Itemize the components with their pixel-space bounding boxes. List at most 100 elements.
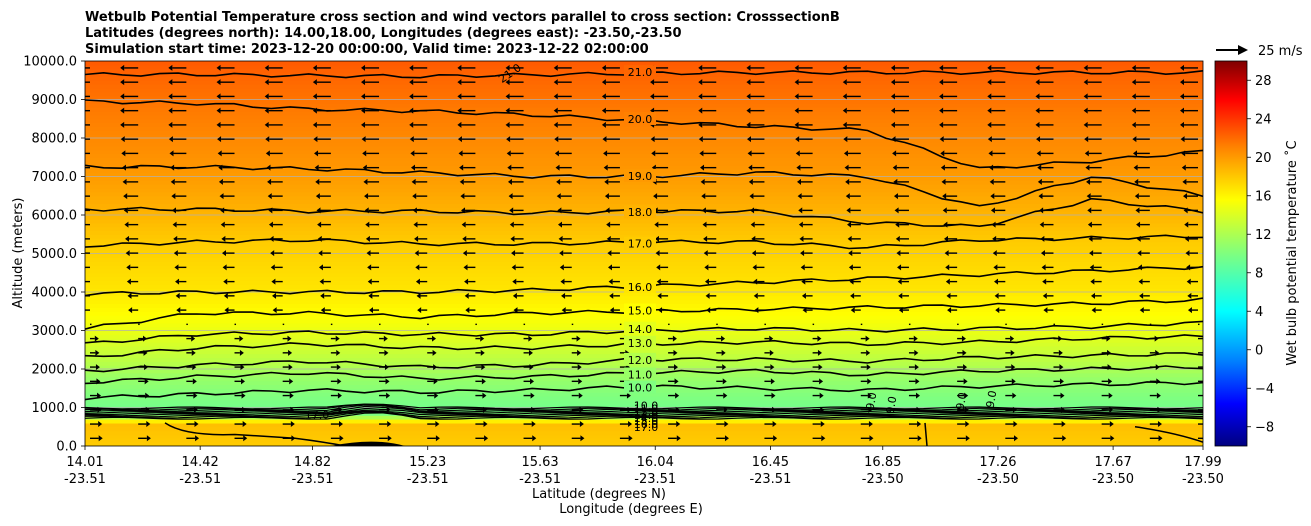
wind-vector-head <box>314 150 319 157</box>
colorbar-tick-label: 20 <box>1255 151 1272 166</box>
fill-band <box>85 76 1203 81</box>
wind-vector-head <box>654 221 659 228</box>
wind-vector-head <box>656 278 661 285</box>
wind-vector-head <box>849 278 854 285</box>
wind-vector-head <box>796 164 801 171</box>
contour-label: 16.0 <box>628 281 653 294</box>
fill-band <box>85 249 1203 255</box>
wind-vector-head <box>1088 235 1093 242</box>
wind-vector-head <box>387 421 392 428</box>
contour-label: 20.0 <box>628 113 653 126</box>
wind-vector-head <box>990 193 995 200</box>
wind-vector-head <box>964 392 969 399</box>
wind-vector-head <box>168 136 173 143</box>
wind-vector-head <box>409 93 414 100</box>
wind-vector-head <box>216 107 221 114</box>
wind-vector-head <box>604 178 609 185</box>
wind-vector-head <box>842 121 847 128</box>
wind-vector-head <box>748 164 753 171</box>
wind-vector-head <box>797 193 802 200</box>
wind-vector-head <box>1183 207 1188 214</box>
wind-vector-head <box>850 292 855 299</box>
wind-vector-head <box>747 150 752 157</box>
wind-vector-head <box>892 164 897 171</box>
fill-band <box>85 164 1203 170</box>
wind-vector-head <box>1156 378 1161 385</box>
wind-vector-head <box>123 193 128 200</box>
wind-vector-head <box>1187 307 1192 314</box>
wind-vector-head <box>312 107 317 114</box>
x-tick-lat: 17.67 <box>1095 455 1132 470</box>
wind-vector-head <box>320 307 325 314</box>
wind-vector-head <box>1042 292 1047 299</box>
contour-label: 15.0 <box>628 304 653 317</box>
wind-vector-head <box>320 292 325 299</box>
wind-vector-head <box>315 178 320 185</box>
fill-band <box>85 138 1203 143</box>
wind-vector-head <box>457 64 462 71</box>
wind-vector-head <box>820 406 825 413</box>
wind-vector-head <box>987 79 992 86</box>
wind-vector-head <box>1106 335 1111 342</box>
wind-vector-head <box>264 79 269 86</box>
wind-vector-head <box>1037 178 1042 185</box>
wind-vector-head <box>221 235 226 242</box>
wind-vector-head <box>509 221 514 228</box>
wind-vectors <box>77 64 1203 442</box>
wind-vector-head <box>265 150 270 157</box>
wind-vector-head <box>802 307 807 314</box>
wind-vector-head <box>318 250 323 257</box>
wind-vector-head <box>675 392 680 399</box>
wind-vector-head <box>896 250 901 257</box>
fill-band <box>85 442 1203 446</box>
x-tick-lat: 17.99 <box>1184 455 1221 470</box>
wind-vector-head <box>657 292 662 299</box>
chart-title: Wetbulb Potential Temperature cross sect… <box>85 10 840 57</box>
wind-vector-head <box>964 406 969 413</box>
wind-vector-head <box>77 250 81 256</box>
contour-label-bg <box>624 205 656 219</box>
wind-vector-head <box>1036 136 1041 143</box>
inversion-contour-label: 17.0 <box>634 421 659 434</box>
wind-vector-head <box>561 292 566 299</box>
wind-vector-head <box>676 435 681 442</box>
wind-vector-head <box>1083 93 1088 100</box>
fill-band <box>85 145 1203 151</box>
fill-band <box>85 318 1203 324</box>
contour-label-bg <box>624 335 656 349</box>
wind-vector-head <box>216 121 221 128</box>
wind-vector-head <box>316 207 321 214</box>
inversion-contour-label: 12.0 <box>634 406 659 419</box>
wind-vector-head <box>1087 221 1092 228</box>
wind-vector-head <box>1185 250 1190 257</box>
wind-vector-head <box>890 64 895 71</box>
wind-vector-head <box>411 164 416 171</box>
wind-vector-head <box>242 421 247 428</box>
wind-vector-head <box>842 79 847 86</box>
wind-vector-head <box>318 264 323 271</box>
wind-vector-head <box>367 278 372 285</box>
wind-vector-head <box>506 150 511 157</box>
wind-vector-head <box>312 93 317 100</box>
fill-band <box>85 199 1203 205</box>
wind-vector-head <box>457 93 462 100</box>
wind-vector-head <box>897 264 902 271</box>
x-tick-lon: -23.51 <box>407 472 449 487</box>
extra-contour-label: 9.0 <box>884 395 900 414</box>
wind-vector-head <box>511 264 516 271</box>
wind-vector-head <box>94 335 99 342</box>
fill-band <box>85 99 1203 104</box>
wind-vector-head <box>700 164 705 171</box>
wind-vector-head <box>77 236 81 242</box>
wind-vector-head <box>1187 292 1192 299</box>
wind-vector-head <box>992 250 997 257</box>
wind-vector-head <box>842 93 847 100</box>
fill-band <box>85 257 1203 262</box>
wind-vector-head <box>172 221 177 228</box>
wind-vector-head <box>845 178 850 185</box>
wind-vector-head <box>268 207 273 214</box>
wind-vector-head <box>753 278 758 285</box>
y-axis-ticks: 0.0 1000.0 2000.0 3000.0 4000.0 5000.0 6000.0 7… <box>23 55 85 455</box>
x-tick-lat: 14.82 <box>294 455 331 470</box>
wind-vector-head <box>939 79 944 86</box>
